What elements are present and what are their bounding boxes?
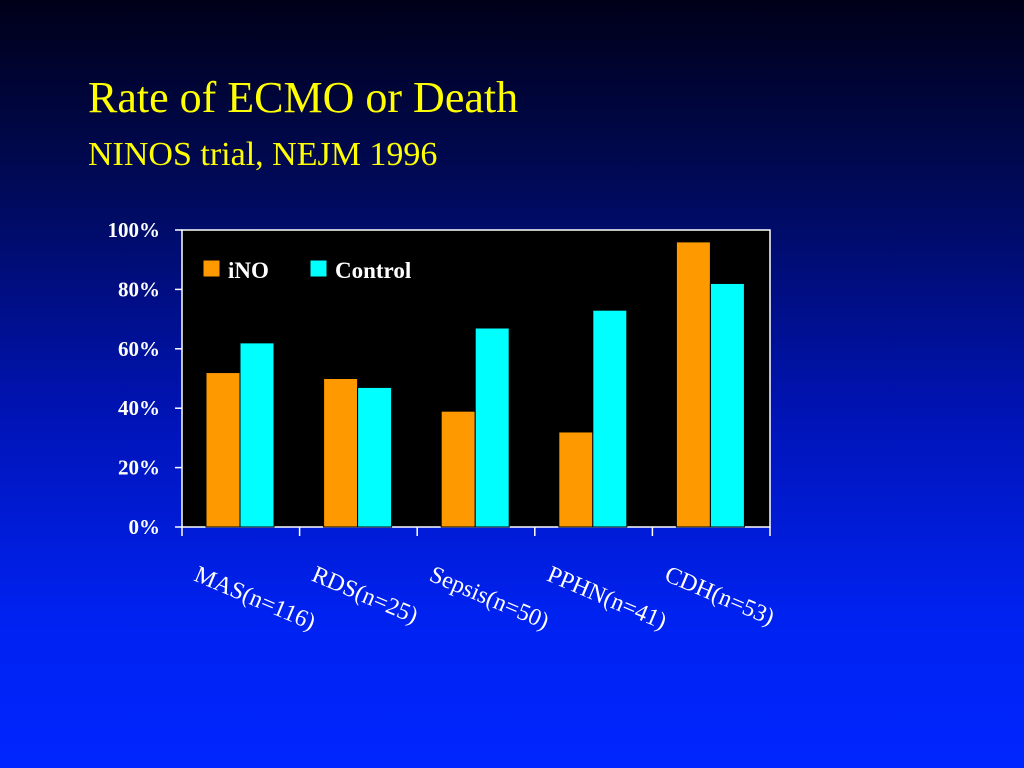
y-tick-label: 20%: [118, 456, 160, 480]
control-bar: [239, 342, 275, 528]
y-tick-label: 40%: [118, 396, 160, 420]
control-bar: [709, 282, 745, 528]
x-category-label: MAS(n=116): [190, 562, 319, 636]
ino-bar: [558, 431, 594, 528]
slide-subtitle: NINOS trial, NEJM 1996: [88, 136, 438, 173]
control-bar: [592, 309, 628, 528]
ino-bar: [440, 410, 476, 528]
control-bar: [357, 386, 393, 528]
y-tick-label: 80%: [118, 277, 160, 301]
control-bar: [474, 327, 510, 528]
slide-title: Rate of ECMO or Death: [88, 73, 519, 122]
ino-bar: [205, 372, 241, 528]
ino-bar: [323, 378, 359, 528]
x-category-label: CDH(n=53): [661, 562, 778, 631]
legend-label-ino: iNO: [228, 258, 269, 283]
legend-swatch-control: [309, 259, 328, 278]
legend-label-control: Control: [335, 258, 411, 283]
y-tick-label: 60%: [118, 337, 160, 361]
legend-swatch-ino: [202, 259, 221, 278]
x-category-label: RDS(n=25): [308, 562, 421, 630]
y-tick-label: 100%: [108, 218, 161, 242]
x-category-label: PPHN(n=41): [543, 562, 670, 636]
ino-bar: [675, 241, 711, 528]
y-tick-label: 0%: [129, 515, 161, 539]
x-category-label: Sepsis(n=50): [426, 562, 553, 636]
